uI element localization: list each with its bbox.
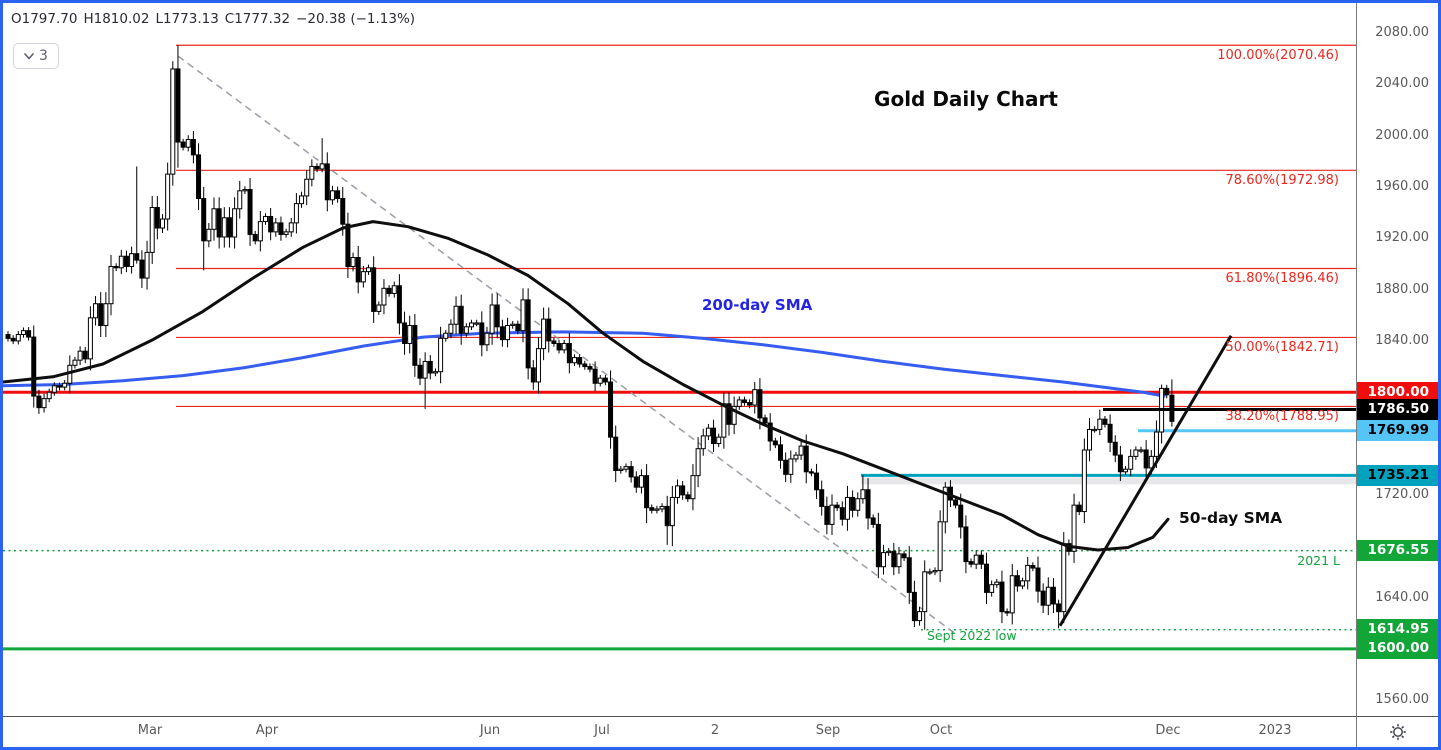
ohlc-high: H1810.02 xyxy=(83,11,150,27)
y-axis-tick: 1640.00 xyxy=(1375,589,1429,605)
fib-level-label: 78.60%(1972.98) xyxy=(1225,173,1339,189)
fib-level-label: 100.00%(2070.46) xyxy=(1217,48,1339,64)
fib-level-label: 38.20%(1788.95) xyxy=(1225,409,1339,425)
y-axis-tick: 1560.00 xyxy=(1375,692,1429,708)
price-level-badge: 1769.99 xyxy=(1357,420,1438,442)
y-axis-tick: 1920.00 xyxy=(1375,230,1429,246)
chart-canvas[interactable]: O1797.70 H1810.02 L1773.13 C1777.32 −20.38 (… xyxy=(3,3,1356,716)
annotation-2021-low: 2021 L xyxy=(1297,553,1340,568)
x-axis-tick: 2023 xyxy=(1258,723,1292,738)
price-level-badge: 1786.50 xyxy=(1357,399,1438,421)
ohlc-readout: O1797.70 H1810.02 L1773.13 C1777.32 −20.38 (… xyxy=(11,11,421,27)
y-axis-tick: 1840.00 xyxy=(1375,332,1429,348)
x-axis-tick: 2 xyxy=(710,723,720,738)
axis-settings-cell xyxy=(1356,716,1438,747)
settings-gear-button[interactable] xyxy=(1387,721,1409,743)
chart-title: Gold Daily Chart xyxy=(874,87,1058,111)
ohlc-close: C1777.32 xyxy=(224,11,291,27)
y-axis-tick: 2040.00 xyxy=(1375,76,1429,92)
price-axis[interactable]: 2080.00 2040.00 2000.00 1960.00 1920.00 1880.… xyxy=(1356,3,1438,716)
x-axis-tick: Jul xyxy=(594,723,610,738)
ohlc-change: −20.38 (−1.13%) xyxy=(296,11,416,27)
time-axis[interactable]: Mar Apr Jun Jul 2 Sep Oct Dec 2023 xyxy=(3,716,1356,747)
y-axis-tick: 2000.00 xyxy=(1375,127,1429,143)
price-level-badge: 1600.00 xyxy=(1357,638,1438,660)
annotation-sept-2022-low: Sept 2022 low xyxy=(927,628,1017,643)
x-axis-tick: Jun xyxy=(479,723,501,738)
y-axis-tick: 1880.00 xyxy=(1375,281,1429,297)
price-level-badge: 1735.21 xyxy=(1357,464,1438,486)
x-axis-tick: Oct xyxy=(929,723,953,738)
x-axis-tick: Apr xyxy=(255,723,279,738)
x-axis-tick: Mar xyxy=(137,723,163,738)
chevron-down-icon xyxy=(24,52,34,60)
sma-200-label: 200-day SMA xyxy=(702,296,813,314)
fib-level-label: 50.00%(1842.71) xyxy=(1225,340,1339,356)
y-axis-tick: 2080.00 xyxy=(1375,25,1429,40)
price-level-badge: 1676.55 xyxy=(1357,540,1438,562)
fib-level-label: 61.80%(1896.46) xyxy=(1225,271,1339,287)
ohlc-open: O1797.70 xyxy=(11,11,78,27)
sma-50-label: 50-day SMA xyxy=(1179,509,1283,527)
price-level-badge: 1614.95 xyxy=(1357,619,1438,641)
price-level-badge: 1800.00 xyxy=(1357,381,1438,403)
x-axis-tick: Dec xyxy=(1155,723,1181,738)
price-plot[interactable] xyxy=(3,3,1356,716)
ohlc-low: L1773.13 xyxy=(155,11,219,27)
interval-value: 3 xyxy=(39,48,48,64)
y-axis-tick: 1960.00 xyxy=(1375,178,1429,194)
interval-dropdown-button[interactable]: 3 xyxy=(13,43,59,69)
y-axis-tick: 1720.00 xyxy=(1375,486,1429,502)
gear-icon xyxy=(1389,724,1406,740)
x-axis-tick: Sep xyxy=(815,723,841,738)
